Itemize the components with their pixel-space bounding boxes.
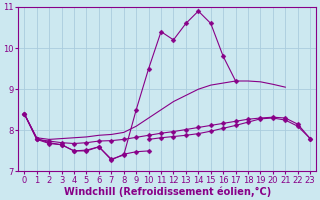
- X-axis label: Windchill (Refroidissement éolien,°C): Windchill (Refroidissement éolien,°C): [64, 186, 271, 197]
